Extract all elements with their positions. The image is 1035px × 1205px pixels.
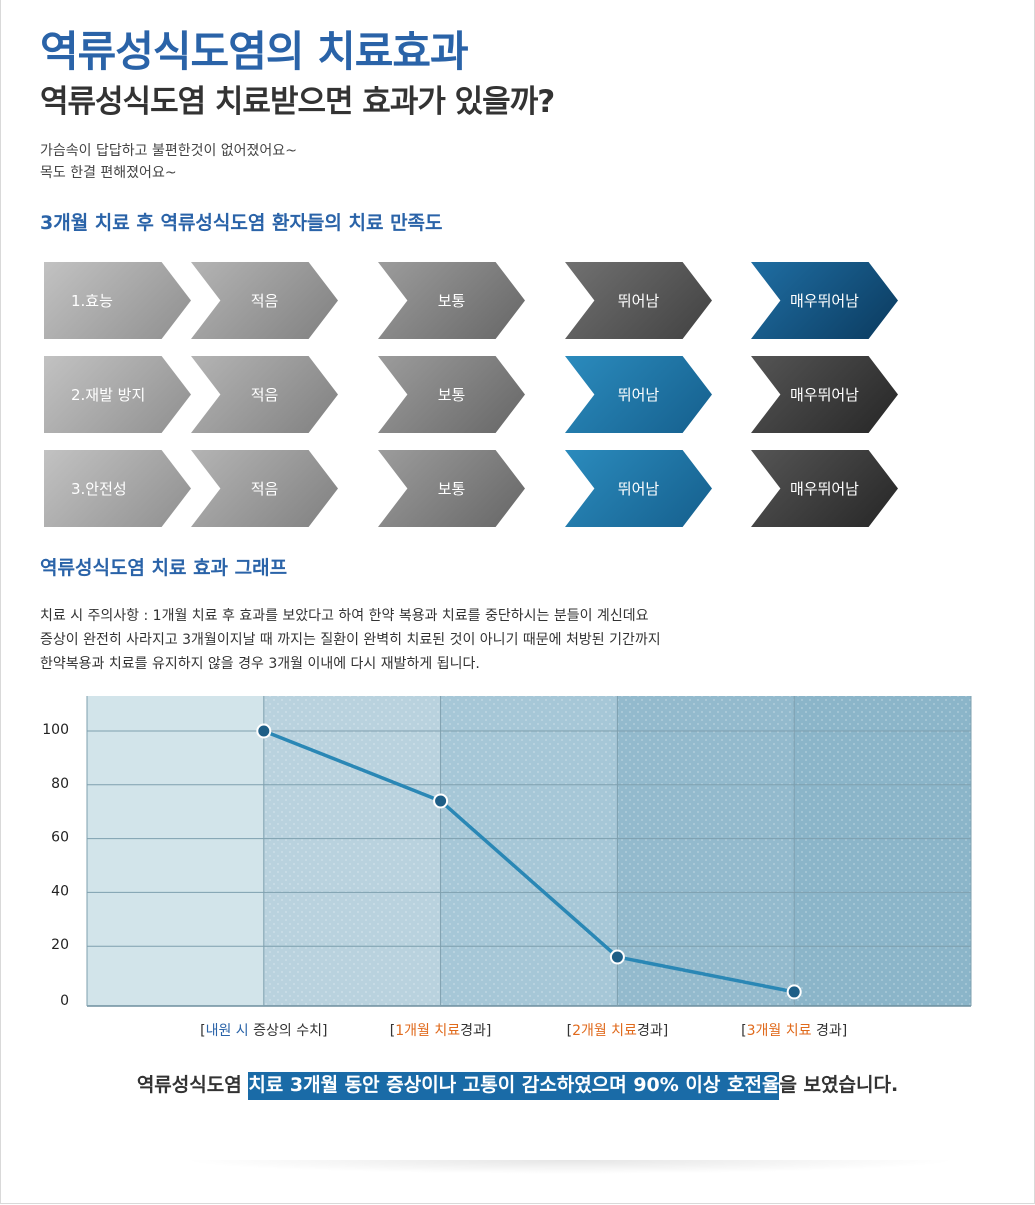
satisfaction-level: 뛰어남 (565, 262, 712, 339)
conclusion-text: 역류성식도염 (136, 1074, 249, 1096)
data-point (609, 949, 625, 965)
x-axis-labels: [내원 시 증상의 수치] [1개월 치료경과] [2개월 치료경과] [3개월 치료… (0, 1020, 1035, 1044)
chart-band-texture (440, 696, 618, 1006)
satisfaction-heading: 3개월 치료 후 역류성식도염 환자들의 치료 만족도 (40, 212, 443, 234)
y-tick-label: 100 (42, 722, 69, 738)
notice-line: 증상이 완전히 사라지고 3개월이지날 때 까지는 질환이 완벽히 치료된 것이… (40, 632, 661, 648)
x-tick-label-part: 경과] (811, 1023, 848, 1039)
x-tick-label-part: [ (566, 1023, 573, 1039)
satisfaction-level: 매우뛰어남 (751, 262, 898, 339)
satisfaction-grid: 1.효능 적음 보통 뛰어남 매우뛰어남 2.재발 방지 적음 보통 뛰어남 매우뛰어남 3.안전성… (44, 262, 944, 532)
satisfaction-row-label: 3.안전성 (44, 450, 191, 527)
y-tick-label: 60 (51, 830, 69, 846)
bottom-shadow (180, 1160, 960, 1174)
x-tick-label: [1개월 치료경과] (390, 1020, 492, 1040)
conclusion-highlight: 치료 3개월 동안 증상이나 고통이 감소하였으며 90% 이상 호전율 (248, 1072, 780, 1100)
x-tick-label-part: 1개월 치료 (395, 1023, 461, 1039)
data-point (433, 793, 449, 809)
series-line (263, 729, 795, 994)
treatment-notice: 치료 시 주의사항 : 1개월 치료 후 효과를 보았다고 하여 한약 복용과 … (40, 604, 661, 676)
satisfaction-level: 매우뛰어남 (751, 450, 898, 527)
conclusion: 역류성식도염 치료 3개월 동안 증상이나 고통이 감소하였으며 90% 이상 … (0, 1070, 1035, 1100)
satisfaction-level: 보통 (378, 356, 525, 433)
chart-band-texture (794, 696, 971, 1006)
notice-line: 치료 시 주의사항 : 1개월 치료 후 효과를 보았다고 하여 한약 복용과 … (40, 608, 649, 624)
satisfaction-level: 적음 (191, 356, 338, 433)
chart-band-texture (617, 696, 795, 1006)
satisfaction-level: 뛰어남 (565, 450, 712, 527)
graph-heading: 역류성식도염 치료 효과 그래프 (40, 557, 288, 579)
x-tick-label-part: [ (389, 1023, 396, 1039)
testimonial: 가슴속이 답답하고 불편한것이 없어졌어요~ 목도 한결 편해졌어요~ (40, 140, 297, 184)
x-tick-label-part: 2개월 치료 (572, 1023, 637, 1039)
y-tick-label: 0 (60, 993, 69, 1009)
testimonial-line: 가슴속이 답답하고 불편한것이 없어졌어요~ (40, 143, 297, 159)
x-tick-label-part: [ (200, 1023, 206, 1039)
page-title: 역류성식도염의 치료효과 (40, 27, 469, 76)
x-tick-label: [2개월 치료경과] (567, 1020, 669, 1040)
x-tick-label-part: 3개월 치료 (746, 1023, 812, 1039)
page-subtitle: 역류성식도염 치료받으면 효과가 있을까? (40, 84, 555, 120)
y-tick-label: 20 (51, 937, 69, 953)
x-tick-label: [3개월 치료 경과] (741, 1020, 847, 1040)
conclusion-text-end: 을 보였습니다. (779, 1074, 899, 1096)
x-tick-label-part: 내원 시 (205, 1023, 249, 1039)
satisfaction-row-label: 1.효능 (44, 262, 191, 339)
notice-line: 한약복용과 치료를 유지하지 않을 경우 3개월 이내에 다시 재발하게 됩니다… (40, 656, 480, 672)
chart-band-texture (263, 696, 441, 1006)
satisfaction-level: 적음 (191, 450, 338, 527)
satisfaction-row-label: 2.재발 방지 (44, 356, 191, 433)
satisfaction-level: 보통 (378, 450, 525, 527)
satisfaction-level: 매우뛰어남 (751, 356, 898, 433)
satisfaction-level: 적음 (191, 262, 338, 339)
satisfaction-level: 뛰어남 (565, 356, 712, 433)
testimonial-line: 목도 한결 편해졌어요~ (40, 165, 177, 181)
effect-line-chart: 0 20 40 60 80 100 (42, 696, 972, 1009)
x-tick-label-part: [ (741, 1023, 747, 1039)
x-tick-label: [내원 시 증상의 수치] (200, 1020, 327, 1040)
data-point (256, 723, 272, 739)
data-point (786, 984, 802, 1000)
y-tick-label: 40 (51, 883, 69, 899)
x-tick-label-part: 경과] (636, 1023, 669, 1039)
chart-band (87, 696, 264, 1006)
x-tick-label-part: 증상의 수치] (248, 1023, 328, 1039)
y-tick-label: 80 (51, 776, 69, 792)
satisfaction-level: 보통 (378, 262, 525, 339)
x-tick-label-part: 경과] (460, 1023, 492, 1039)
